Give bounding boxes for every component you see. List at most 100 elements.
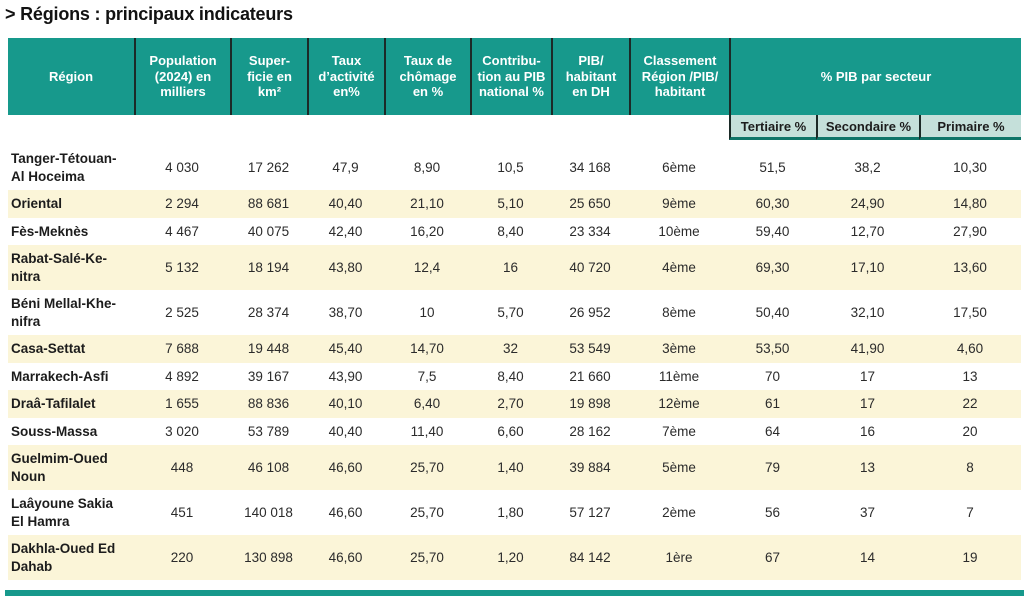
cell-classement: 3ème: [662, 341, 696, 356]
cell-secondaire: 38,2: [854, 159, 881, 175]
cell-secondaire: 17: [859, 368, 876, 384]
cell-taux-activite: 40,10: [328, 396, 363, 411]
cell-contribution-pib: 8,40: [497, 368, 524, 384]
cell-taux-activite: 46,60: [328, 459, 363, 475]
cell-population: 1 655: [165, 396, 199, 411]
cell-secondaire: 24,90: [850, 196, 885, 211]
cell-classement: 8ème: [662, 304, 696, 320]
cell-population: 3 020: [165, 423, 199, 439]
cell-taux-activite: 47,9: [332, 159, 359, 175]
cell-region: Tanger-Tétouan- Al Hoceima: [11, 151, 117, 184]
cell-population: 2 294: [165, 196, 199, 211]
bottom-accent-bar: [5, 590, 1024, 596]
cell-classement: 4ème: [662, 259, 696, 275]
cell-region: Casa-Settat: [11, 341, 86, 356]
cell-secondaire: 16: [859, 423, 876, 439]
table-row: Guelmim-Oued Noun 448 46 108 46,60 25,70 1,40…: [8, 445, 1021, 490]
column-group-header-pib-par-secteur: % PIB par secteur: [729, 38, 1021, 115]
cell-region: Fès-Meknès: [11, 223, 89, 239]
cell-primaire: 8: [966, 459, 974, 475]
cell-region: Laâyoune Sakia El Hamra: [11, 496, 114, 529]
cell-classement: 11ème: [658, 368, 700, 384]
cell-classement: 6ème: [662, 159, 696, 175]
cell-taux-activite: 40,40: [328, 423, 363, 439]
cell-superficie: 40 075: [247, 223, 290, 239]
cell-superficie: 140 018: [244, 504, 293, 520]
cell-contribution-pib: 6,60: [497, 423, 524, 439]
cell-population: 220: [170, 549, 194, 565]
table-row: Casa-Settat 7 688 19 448 45,40 14,70 32 53 549…: [8, 335, 1021, 363]
cell-classement: 9ème: [662, 196, 696, 211]
cell-contribution-pib: 10,5: [497, 159, 524, 175]
cell-region: Rabat-Salé-Ke- nitra: [11, 251, 108, 284]
cell-pib-habitant: 84 142: [569, 549, 611, 565]
cell-pib-habitant: 39 884: [569, 459, 611, 475]
cell-taux-activite: 46,60: [328, 504, 363, 520]
cell-region: Souss-Massa: [11, 423, 98, 439]
cell-tertiaire: 51,5: [759, 159, 786, 175]
cell-primaire: 13,60: [953, 259, 987, 275]
cell-superficie: 88 836: [247, 396, 290, 411]
subcolumn-header-primaire: Primaire %: [919, 115, 1021, 140]
cell-population: 448: [170, 459, 194, 475]
page-title: > Régions : principaux indicateurs: [5, 4, 293, 24]
table-row: Rabat-Salé-Ke- nitra 5 132 18 194 43,80 12,4…: [8, 245, 1021, 290]
cell-taux-chomage: 25,70: [410, 549, 444, 565]
cell-superficie: 19 448: [247, 341, 290, 356]
cell-population: 4 467: [165, 223, 199, 239]
table-row: Souss-Massa 3 020 53 789 40,40 11,40 6,60 28 1…: [8, 417, 1021, 445]
table-row: Laâyoune Sakia El Hamra 451 140 018 46,60 25…: [8, 490, 1021, 535]
column-header-region: Région: [8, 38, 134, 115]
cell-taux-activite: 38,70: [328, 304, 363, 320]
cell-region: Draâ-Tafilalet: [11, 396, 96, 411]
cell-taux-chomage: 21,10: [410, 196, 444, 211]
cell-taux-chomage: 14,70: [410, 341, 444, 356]
cell-population: 5 132: [165, 259, 199, 275]
table-row: Béni Mellal-Khe- nifra 2 525 28 374 38,70 10…: [8, 290, 1021, 335]
cell-taux-chomage: 7,5: [417, 368, 437, 384]
cell-primaire: 19: [962, 549, 978, 565]
cell-taux-chomage: 25,70: [410, 504, 444, 520]
cell-taux-chomage: 6,40: [413, 396, 441, 411]
table-header-row: Région Population (2024) en milliers Sup…: [8, 38, 1021, 115]
column-header-contribution-pib: Contribu- tion au PIB national %: [470, 38, 551, 115]
cell-superficie: 18 194: [247, 259, 290, 275]
table-row: Dakhla-Oued Ed Dahab 220 130 898 46,60 25,70…: [8, 535, 1021, 580]
cell-tertiaire: 70: [764, 368, 781, 384]
cell-secondaire: 14: [859, 549, 876, 565]
cell-contribution-pib: 8,40: [497, 223, 524, 239]
cell-tertiaire: 59,40: [755, 223, 790, 239]
cell-pib-habitant: 53 549: [569, 341, 611, 356]
cell-primaire: 27,90: [953, 223, 987, 239]
cell-taux-activite: 43,80: [328, 259, 363, 275]
cell-pib-habitant: 25 650: [569, 196, 611, 211]
cell-taux-activite: 40,40: [328, 196, 363, 211]
subcolumn-header-tertiaire: Tertiaire %: [729, 115, 816, 140]
subcolumn-header-secondaire: Secondaire %: [816, 115, 919, 140]
cell-contribution-pib: 2,70: [497, 396, 524, 411]
cell-classement: 5ème: [662, 459, 696, 475]
cell-tertiaire: 64: [764, 423, 781, 439]
cell-pib-habitant: 40 720: [569, 259, 611, 275]
cell-region: Guelmim-Oued Noun: [11, 451, 108, 484]
table-body: Tanger-Tétouan- Al Hoceima 4 030 17 262 47,…: [8, 145, 1021, 580]
cell-secondaire: 13: [859, 459, 876, 475]
table-row: Marrakech-Asfi 4 892 39 167 43,90 7,5 8,40 21 …: [8, 362, 1021, 390]
cell-taux-chomage: 10: [419, 304, 435, 320]
cell-taux-chomage: 8,90: [413, 159, 441, 175]
column-header-population: Population (2024) en milliers: [134, 38, 230, 115]
cell-tertiaire: 61: [764, 396, 781, 411]
cell-classement: 12ème: [658, 396, 700, 411]
cell-primaire: 17,50: [953, 304, 987, 320]
table-row: Oriental 2 294 88 681 40,40 21,10 5,10 25 650 9…: [8, 190, 1021, 218]
cell-secondaire: 17: [859, 396, 876, 411]
cell-pib-habitant: 28 162: [569, 423, 611, 439]
cell-population: 4 892: [165, 368, 199, 384]
cell-secondaire: 37: [859, 504, 876, 520]
table-row: Draâ-Tafilalet 1 655 88 836 40,10 6,40 2,70 19…: [8, 390, 1021, 418]
cell-contribution-pib: 32: [502, 341, 519, 356]
cell-taux-activite: 45,40: [328, 341, 363, 356]
cell-contribution-pib: 1,40: [497, 459, 524, 475]
cell-classement: 1ère: [665, 549, 693, 565]
